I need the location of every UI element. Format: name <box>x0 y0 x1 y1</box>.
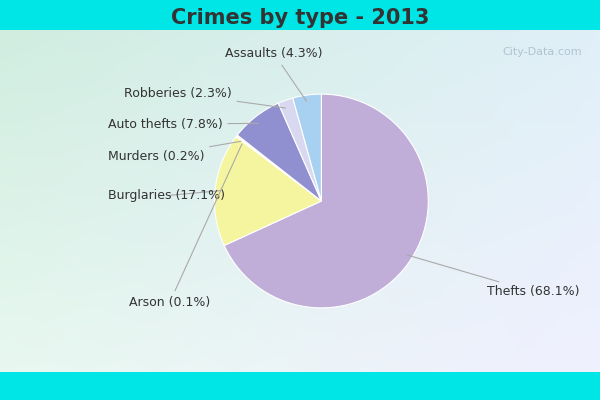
Text: Burglaries (17.1%): Burglaries (17.1%) <box>107 189 224 202</box>
Text: City-Data.com: City-Data.com <box>502 47 582 57</box>
Text: Robberies (2.3%): Robberies (2.3%) <box>124 86 286 108</box>
Text: Assaults (4.3%): Assaults (4.3%) <box>225 47 323 101</box>
Text: Arson (0.1%): Arson (0.1%) <box>129 144 242 309</box>
Wedge shape <box>293 94 322 201</box>
Wedge shape <box>237 103 322 201</box>
Wedge shape <box>278 98 322 201</box>
Text: Murders (0.2%): Murders (0.2%) <box>107 141 241 163</box>
Text: Crimes by type - 2013: Crimes by type - 2013 <box>171 8 429 28</box>
Wedge shape <box>236 135 322 201</box>
Wedge shape <box>215 137 322 246</box>
Wedge shape <box>224 94 428 308</box>
Text: Thefts (68.1%): Thefts (68.1%) <box>407 255 580 298</box>
Text: Auto thefts (7.8%): Auto thefts (7.8%) <box>107 118 258 130</box>
Wedge shape <box>236 136 322 201</box>
